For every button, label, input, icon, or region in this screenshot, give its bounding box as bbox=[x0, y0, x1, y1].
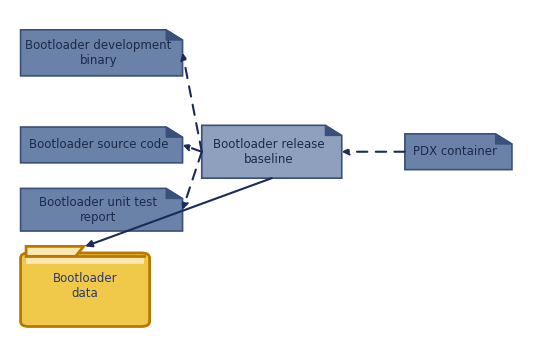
Text: Bootloader source code: Bootloader source code bbox=[29, 138, 168, 151]
Polygon shape bbox=[405, 134, 512, 169]
Polygon shape bbox=[325, 125, 341, 135]
Text: Bootloader
data: Bootloader data bbox=[53, 272, 117, 300]
Text: Bootloader development
binary: Bootloader development binary bbox=[25, 39, 171, 67]
Polygon shape bbox=[21, 188, 182, 231]
Text: Bootloader unit test
report: Bootloader unit test report bbox=[39, 196, 158, 224]
FancyBboxPatch shape bbox=[21, 253, 149, 327]
Polygon shape bbox=[202, 125, 341, 178]
Text: PDX container: PDX container bbox=[413, 145, 497, 158]
Polygon shape bbox=[166, 30, 182, 40]
Bar bbox=[26, 256, 144, 264]
Polygon shape bbox=[26, 246, 83, 256]
Polygon shape bbox=[21, 127, 182, 163]
Text: Bootloader release
baseline: Bootloader release baseline bbox=[212, 138, 324, 166]
Polygon shape bbox=[166, 127, 182, 137]
Polygon shape bbox=[21, 30, 182, 76]
Polygon shape bbox=[166, 188, 182, 198]
Polygon shape bbox=[495, 134, 512, 144]
